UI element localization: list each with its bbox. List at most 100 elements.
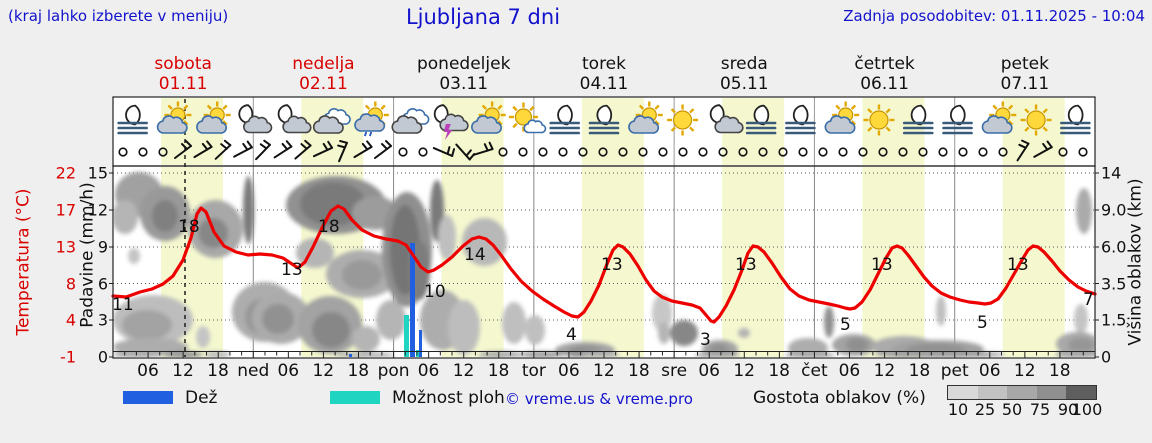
sun-cloud-icon <box>471 101 506 134</box>
wind-barb-icon <box>273 140 293 159</box>
daylight-band <box>722 167 785 357</box>
wind-barb-icon <box>233 140 253 158</box>
location-hint: (kraj lahko izberete v meniju) <box>8 7 229 25</box>
time-tick-label: 12 <box>733 361 755 381</box>
temperature-value-label: 13 <box>1007 255 1029 275</box>
time-tick-label: 18 <box>768 361 790 381</box>
density-tick-label: 50 <box>1001 400 1023 419</box>
time-tick-label: 18 <box>207 361 229 381</box>
day-date: 01.11 <box>158 74 208 94</box>
rain-legend-swatch <box>123 391 173 404</box>
wind-barb-icon <box>312 140 334 158</box>
wind-calm-icon <box>498 147 508 157</box>
copyright-text: © vreme.us & vreme.pro <box>505 390 693 408</box>
precip-tick-label: 0 <box>97 347 108 367</box>
wind-calm-icon <box>678 147 688 157</box>
temp-tick-label: 17 <box>55 200 76 220</box>
day-date: 06.11 <box>860 74 909 94</box>
temperature-value-label: 7 <box>1083 290 1094 310</box>
density-tick-label: 75 <box>1029 400 1051 419</box>
moon-storm-icon <box>433 104 469 140</box>
day-date: 05.11 <box>719 74 769 94</box>
cloud-height-tick-label: 6.0 <box>1101 237 1127 257</box>
temperature-value-label: 3 <box>700 330 711 350</box>
day-name: sobota <box>154 54 212 74</box>
day-abbrev-label: ned <box>237 361 270 381</box>
moon-fog-icon <box>588 104 620 135</box>
day-date: 03.11 <box>439 74 489 94</box>
wind-calm-icon <box>518 147 528 157</box>
temp-tick-label: 13 <box>55 237 76 257</box>
wind-calm-icon <box>1078 147 1088 157</box>
day-abbrev-label: sre <box>661 361 688 381</box>
wind-calm-icon <box>598 147 608 157</box>
wind-calm-icon <box>618 147 628 157</box>
wind-calm-icon <box>918 147 928 157</box>
temp-tick-label: -1 <box>60 347 76 367</box>
time-tick-label: 12 <box>172 361 194 381</box>
wind-barb-icon <box>353 140 373 159</box>
moon-fog-icon <box>942 104 973 135</box>
sun-icon <box>667 104 699 136</box>
cloud-density-legend-label: Gostota oblakov (%) <box>753 388 926 408</box>
wind-calm-icon <box>978 147 988 157</box>
day-abbrev-label: pet <box>940 361 969 381</box>
moon-cloud-icon <box>277 104 312 134</box>
day-name: torek <box>582 54 626 74</box>
daylight-band <box>1002 98 1065 165</box>
precip-tick-label: 12 <box>87 200 108 220</box>
moon-fog-icon <box>745 104 777 135</box>
wind-barb-icon <box>294 139 312 160</box>
time-tick-label: 12 <box>593 361 615 381</box>
wind-calm-icon <box>898 147 908 157</box>
time-tick-label: 06 <box>417 361 440 381</box>
last-update: Zadnja posodobitev: 01.11.2025 - 10:04 <box>843 7 1145 25</box>
wind-barb-icon <box>337 139 348 163</box>
temperature-value-label: 10 <box>424 282 446 302</box>
precipitation-bars <box>349 243 422 357</box>
clouds-icon <box>312 108 351 134</box>
time-tick-label: 18 <box>347 361 370 381</box>
temperature-value-label: 13 <box>601 255 623 275</box>
wind-calm-icon <box>958 147 968 157</box>
wind-calm-icon <box>418 147 428 157</box>
wind-calm-icon <box>818 147 828 157</box>
day-abbrev-label: tor <box>521 361 546 381</box>
wind-calm-icon <box>138 147 148 157</box>
wind-calm-icon <box>1058 147 1068 157</box>
temperature-value-label: 13 <box>281 260 303 280</box>
precip-tick-label: 3 <box>97 310 108 330</box>
day-abbrev-label: pon <box>377 361 410 381</box>
sun-cloud-icon <box>156 101 192 134</box>
temperature-value-label: 11 <box>112 295 134 315</box>
wind-calm-icon <box>118 147 128 157</box>
density-scale-segment <box>1007 386 1037 399</box>
cloud-height-tick-label: 14 <box>1101 163 1122 183</box>
density-tick-label: 90 <box>1057 400 1079 419</box>
wind-calm-icon <box>878 147 888 157</box>
moon-fog-icon <box>1060 104 1091 135</box>
temperature-value-label: 4 <box>566 325 577 345</box>
time-tick-label: 06 <box>277 361 300 381</box>
temperature-value-label: 14 <box>464 245 486 265</box>
rain-legend-label: Dež <box>185 388 218 408</box>
time-tick-label: 18 <box>1048 361 1071 381</box>
moon-cloud-icon <box>238 104 273 134</box>
wind-calm-icon <box>558 147 568 157</box>
wind-calm-icon <box>158 147 168 157</box>
time-tick-label: 18 <box>908 361 931 381</box>
temperature-value-label: 18 <box>178 217 200 237</box>
temp-tick-label: 22 <box>55 163 76 183</box>
temperature-value-label: 18 <box>318 217 340 237</box>
day-date: 04.11 <box>579 74 629 94</box>
moon-cloud-icon <box>709 104 744 134</box>
density-scale-segment <box>1036 386 1067 399</box>
sun-cloud-icon <box>824 101 860 134</box>
wind-calm-icon <box>698 147 708 157</box>
wind-calm-icon <box>658 147 668 157</box>
showers-legend-swatch <box>330 391 380 404</box>
day-name: petek <box>1000 54 1049 74</box>
sun-cloud-drizzle-icon <box>354 101 389 137</box>
clouds-icon <box>391 108 430 134</box>
